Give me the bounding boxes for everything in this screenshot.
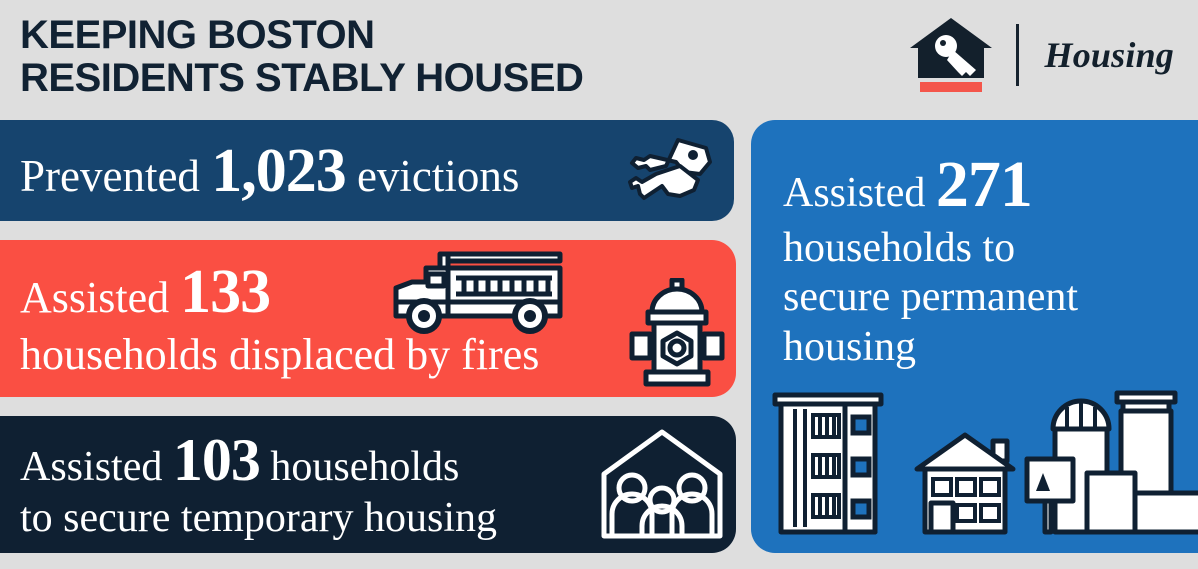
brand-divider: [1015, 24, 1019, 86]
stat-card-fires-text: Assisted 133 households displaced by fir…: [20, 257, 539, 380]
stat-line-4: housing: [783, 323, 917, 370]
stat-suffix: evictions: [356, 150, 520, 201]
stat-card-fires: Assisted 133 households displaced by fir…: [0, 240, 736, 397]
stat-card-permanent-text: Assisted 271 households to secure perman…: [783, 146, 1078, 373]
stat-line-2: to secure temporary housing: [20, 494, 498, 541]
keys-icon: [620, 136, 716, 210]
stat-value: 1,023: [211, 136, 346, 205]
fire-hydrant-icon: [626, 277, 728, 390]
stat-line-1: Assisted 133: [20, 257, 539, 329]
stat-line-3: secure permanent: [783, 274, 1079, 321]
stat-line-1: Assisted 271: [783, 146, 1078, 224]
stat-line-2: households displaced by fires: [20, 329, 540, 379]
stat-prefix: Prevented: [20, 150, 200, 201]
brand-lockup: Housing: [908, 16, 1174, 94]
brand-name: Housing: [1044, 35, 1174, 75]
stat-prefix: Assisted: [20, 273, 170, 323]
page-title: KEEPING BOSTON RESIDENTS STABLY HOUSED: [20, 13, 584, 101]
stat-value: 133: [180, 258, 271, 327]
city-buildings-icon: [765, 373, 1198, 553]
stat-value: 271: [935, 148, 1033, 221]
stat-card-evictions: Prevented 1,023 evictions: [0, 120, 734, 221]
stat-value: 103: [172, 427, 261, 494]
stat-card-temporary-text: Assisted 103 households to secure tempor…: [20, 426, 497, 542]
house-with-people-icon: [596, 426, 728, 544]
stat-line-1: Assisted 103 households: [20, 426, 497, 494]
stat-prefix: Assisted: [783, 170, 926, 216]
stat-card-evictions-text: Prevented 1,023 evictions: [20, 140, 519, 202]
stat-card-permanent: Assisted 271 households to secure perman…: [751, 120, 1198, 553]
stat-card-temporary: Assisted 103 households to secure tempor…: [0, 416, 736, 553]
house-key-icon: [908, 16, 994, 94]
stat-prefix: Assisted: [20, 444, 163, 491]
header: KEEPING BOSTON RESIDENTS STABLY HOUSED H…: [0, 0, 1198, 112]
stat-line-2: households to: [783, 224, 1016, 271]
stat-suffix: households: [270, 444, 460, 491]
